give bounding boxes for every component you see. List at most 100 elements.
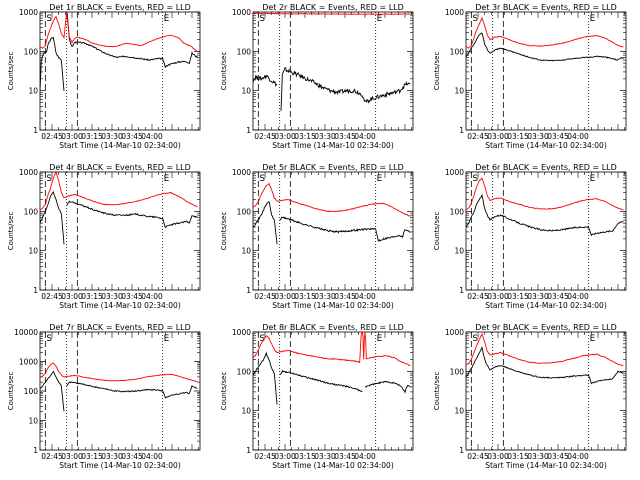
plot-frame [465,11,627,131]
marker-e: E [164,14,170,24]
series-events-line [253,67,411,111]
panel-det-3r: Det 3r BLACK = Events, RED = LLD 1 10 100 10… [433,3,627,150]
marker-e: E [590,14,596,24]
marker-s: S [472,334,478,344]
x-axis-label: Start Time (14-Mar-10 02:34:00) [59,301,181,310]
x-tick-label: 02:45 [467,292,489,301]
x-tick-label: 03:15 [294,132,316,141]
x-tick-label: 03:45 [121,452,143,461]
x-tick-label: 03:30 [101,292,123,301]
y-tick-label: 1 [246,446,251,455]
x-tick-label: 03:30 [527,292,549,301]
x-axis-label: Start Time (14-Mar-10 02:34:00) [485,141,607,150]
x-axis-label: Start Time (14-Mar-10 02:34:00) [272,461,394,470]
y-tick-label: 10 [454,87,464,96]
plot-frame [39,11,201,131]
x-tick-label: 04:00 [567,132,589,141]
x-tick-label: 02:45 [41,132,63,141]
marker-e: E [377,174,383,184]
x-tick-label: 03:30 [314,292,336,301]
x-tick-label: 03:00 [274,292,296,301]
x-axis-label: Start Time (14-Mar-10 02:34:00) [272,141,394,150]
x-tick-label: 04:00 [354,292,376,301]
x-tick-label: 03:15 [294,452,316,461]
marker-e: E [590,174,596,184]
y-axis-label: Counts/sec [220,212,228,251]
x-tick-label: 02:45 [254,452,276,461]
x-tick-label: 03:30 [101,452,123,461]
marker-s: S [46,174,52,184]
series-lld-line [40,362,198,383]
panel-det-7r: Det 7r BLACK = Events, RED = LLD 1 10 100 10… [7,323,201,470]
series-lld-line [466,177,624,211]
series-events-line [466,193,624,237]
series-group [40,12,198,91]
y-tick-label: 1 [33,126,38,135]
panel-det-1r: Det 1r BLACK = Events, RED = LLD 1 10 100 10… [7,3,201,150]
x-tick-label: 03:45 [547,292,569,301]
marker-s: S [46,14,52,24]
y-axis-label: Counts/sec [7,372,15,411]
series-events-line [40,12,198,91]
y-tick-label: 100 [237,367,252,376]
x-tick-label: 03:30 [314,132,336,141]
y-tick-label: 100 [24,47,39,56]
y-tick-label: 10000 [14,328,38,337]
x-axis-label: Start Time (14-Mar-10 02:34:00) [59,461,181,470]
panel-title: Det 3r BLACK = Events, RED = LLD [475,3,617,12]
marker-e: E [377,14,383,24]
x-tick-label: 02:45 [467,132,489,141]
y-tick-label: 10 [454,407,464,416]
y-tick-label: 10 [28,247,38,256]
x-tick-label: 03:15 [81,292,103,301]
plot-frame [465,171,627,291]
y-tick-label: 1000 [445,168,464,177]
y-axis-label: Counts/sec [220,372,228,411]
y-tick-label: 100 [450,207,465,216]
y-axis-label: Counts/sec [433,212,441,251]
x-tick-label: 04:00 [141,452,163,461]
y-tick-label: 1000 [232,328,251,337]
marker-s: S [46,334,52,344]
marker-s: S [259,174,265,184]
marker-s: S [259,334,265,344]
x-tick-label: 03:45 [121,132,143,141]
x-tick-label: 04:00 [141,292,163,301]
series-lld-line [40,12,198,52]
panel-title: Det 8r BLACK = Events, RED = LLD [262,323,404,332]
x-tick-label: 03:30 [527,132,549,141]
y-tick-label: 100 [24,207,39,216]
x-tick-label: 03:15 [507,292,529,301]
x-tick-label: 02:45 [41,452,63,461]
panel-title: Det 1r BLACK = Events, RED = LLD [49,3,191,12]
y-axis-label: Counts/sec [433,52,441,91]
y-tick-label: 1 [33,286,38,295]
y-tick-label: 1000 [445,8,464,17]
marker-s: S [259,14,265,24]
x-tick-label: 03:00 [487,452,509,461]
y-tick-label: 1 [246,126,251,135]
panel-det-9r: Det 9r BLACK = Events, RED = LLD 1 10 100 10… [433,323,627,470]
x-tick-label: 03:00 [61,452,83,461]
x-tick-label: 02:45 [254,292,276,301]
series-events-line [253,351,411,405]
y-tick-label: 1 [459,446,464,455]
series-group [253,182,411,245]
x-tick-label: 03:45 [121,292,143,301]
x-tick-label: 03:15 [294,292,316,301]
x-tick-label: 02:45 [467,452,489,461]
plot-frame [252,331,414,451]
y-tick-label: 100 [24,387,39,396]
y-tick-label: 1000 [445,328,464,337]
y-tick-label: 100 [450,367,465,376]
series-group [466,177,624,237]
x-tick-label: 03:15 [81,452,103,461]
y-tick-label: 1000 [19,8,38,17]
panel-det-2r: Det 2r BLACK = Events, RED = LLD 1 10 100 10… [220,3,414,150]
x-tick-label: 03:45 [547,132,569,141]
x-tick-label: 03:15 [507,132,529,141]
panel-title: Det 5r BLACK = Events, RED = LLD [262,163,404,172]
x-tick-label: 03:00 [487,292,509,301]
x-tick-label: 03:00 [274,132,296,141]
x-tick-label: 03:00 [61,132,83,141]
